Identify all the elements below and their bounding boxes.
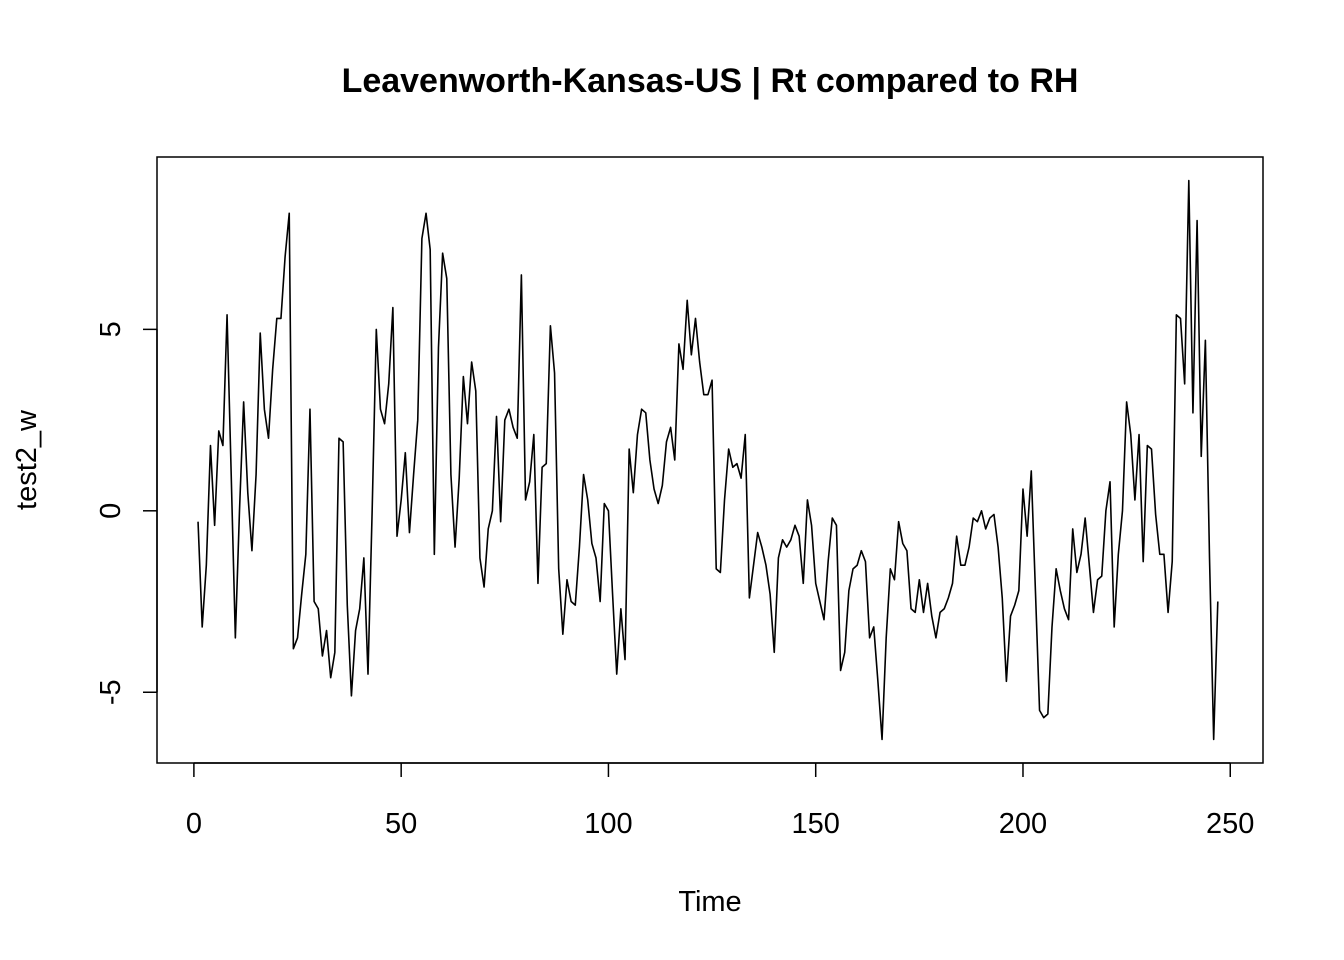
x-tick-label: 50 [385, 808, 417, 840]
plot-frame [156, 156, 1264, 764]
x-tick-label: 200 [999, 808, 1047, 840]
y-tick-label: -5 [95, 679, 127, 705]
x-axis: 0 50 100 150 200 250 [186, 762, 1254, 840]
y-tick-label: 5 [95, 321, 127, 337]
y-tick-label: 0 [95, 503, 127, 519]
x-tick-label: 100 [584, 808, 632, 840]
y-axis: -5 0 5 [95, 321, 158, 705]
x-tick-label: 250 [1206, 808, 1254, 840]
x-tick-label: 0 [186, 808, 202, 840]
x-axis-label: Time [678, 886, 741, 918]
series-line-test2_w [197, 179, 1219, 741]
y-axis-label: test2_w [11, 409, 43, 510]
x-tick-label: 150 [792, 808, 840, 840]
chart-title: Leavenworth-Kansas-US | Rt compared to R… [342, 62, 1079, 100]
